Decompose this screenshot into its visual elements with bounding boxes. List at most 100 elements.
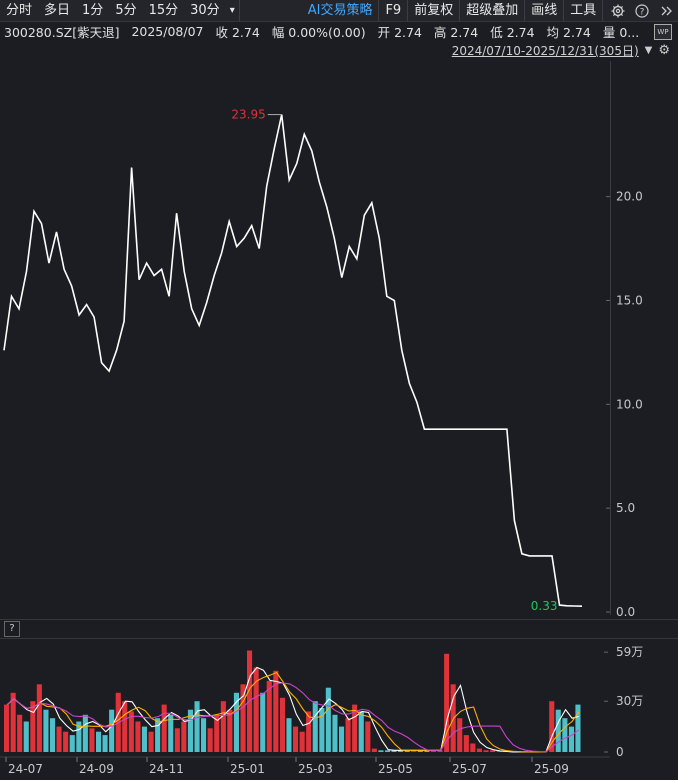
volume-bar [260,692,266,752]
x-tick-label: 24-11 [149,762,184,776]
volume-bar [273,670,279,752]
volume-ma5-line [6,666,579,753]
volume-bar [411,750,417,752]
volume-ma10-line [6,671,580,753]
volume-bar [555,709,561,752]
wp-icon[interactable]: WP [654,24,672,40]
volume-bar [194,701,200,752]
volume-bar [391,750,397,752]
volume-bar [17,714,23,752]
draw-line-button[interactable]: 画线 [525,0,565,21]
volume-bar [201,718,207,752]
tab-15min[interactable]: 15分 [148,3,179,18]
volume-bar [96,731,102,752]
volume-bar [30,701,36,752]
volume-bar [174,728,180,752]
volume-bar [4,704,10,752]
period-dropdown[interactable]: ▾ [226,0,240,21]
tab-30min[interactable]: 30分 [190,3,220,18]
volume-bar [56,726,62,752]
volume-bar [378,750,384,752]
volume-y-tick-label: 30万 [616,694,643,708]
volume-bar [306,711,312,752]
volume-bar [266,680,272,752]
expand-icon[interactable] [657,2,675,20]
settings-icon[interactable]: ⚙ [658,43,670,58]
volume-help-button[interactable]: ? [4,621,20,637]
volume-bar [253,667,259,752]
volume-bar [319,708,325,752]
volume-bar [371,748,377,752]
max-price-label: 23.95 [231,108,265,122]
tab-1min[interactable]: 1分 [82,3,104,18]
volume-bar [299,731,305,752]
volume-bar [490,750,496,752]
adjust-button[interactable]: 前复权 [408,0,461,21]
volume-bar [141,726,147,752]
volume-bar [444,653,450,752]
volume-bar [207,728,213,752]
volume-bar [332,714,338,752]
tab-intraday[interactable]: 分时 [6,3,33,18]
volume-bar [417,750,423,752]
volume-bar [339,726,345,752]
volume-bar [476,748,482,752]
volume-bar [187,709,193,752]
svg-text:?: ? [640,7,645,17]
volume-bar [385,750,391,752]
volume-bar [575,704,581,752]
volume-bar [312,701,318,752]
volume-bar [122,701,128,752]
x-tick-label: 25-07 [452,762,487,776]
volume-bar [135,721,141,752]
volume-bar [220,701,226,752]
x-tick-label: 24-09 [79,762,114,776]
f9-button[interactable]: F9 [379,0,409,21]
price-y-tick-label: 0.0 [616,605,635,619]
volume-bar [457,718,463,752]
price-y-tick-label: 10.0 [616,397,643,411]
x-tick-label: 25-01 [230,762,265,776]
tab-multi-day[interactable]: 多日 [44,3,71,18]
volume-bar [352,704,358,752]
volume-bar [227,709,233,752]
volume-value: 量 0... [602,25,640,40]
volume-bar [496,751,502,752]
volume-bar [240,684,246,752]
overlay-button[interactable]: 超级叠加 [460,0,526,21]
volume-bar [168,714,174,752]
low-price: 低 2.74 [490,25,535,40]
volume-panel-header: ? [0,619,678,639]
avg-price: 均 2.74 [546,25,591,40]
close-price: 收 2.74 [215,25,260,40]
date-range-label[interactable]: 2024/07/10-2025/12/31(305日) [451,44,639,58]
volume-y-tick-label: 59万 [616,645,643,659]
volume-bar [10,692,16,752]
volume-ma20-line [6,682,580,753]
tab-5min[interactable]: 5分 [115,3,137,18]
help-icon[interactable]: ? [633,2,651,20]
volume-bar [437,750,443,752]
volume-bar [286,718,292,752]
volume-bar [549,701,555,752]
quote-info-bar: 300280.SZ[紫天退] 2025/08/07 收 2.74 幅 0.00%… [0,22,678,41]
volume-bar [404,750,410,752]
tools-button[interactable]: 工具 [564,0,604,21]
chevron-down-icon[interactable]: ▼ [644,45,653,56]
price-y-tick-label: 15.0 [616,293,643,307]
gear-icon[interactable] [609,2,627,20]
volume-bar [69,735,75,752]
change-percent: 幅 0.00%(0.00) [271,25,366,40]
volume-bar [109,709,115,752]
volume-y-tick-label: 0 [616,745,624,759]
volume-bar [63,731,69,752]
volume-bar [181,721,187,752]
volume-bar [89,728,95,752]
volume-bar [279,697,285,752]
volume-bar [233,692,239,752]
price-plot-area [2,61,611,615]
ai-strategy-button[interactable]: AI交易策略 [302,0,380,21]
x-tick-label: 25-03 [298,762,333,776]
volume-bar [562,718,568,752]
